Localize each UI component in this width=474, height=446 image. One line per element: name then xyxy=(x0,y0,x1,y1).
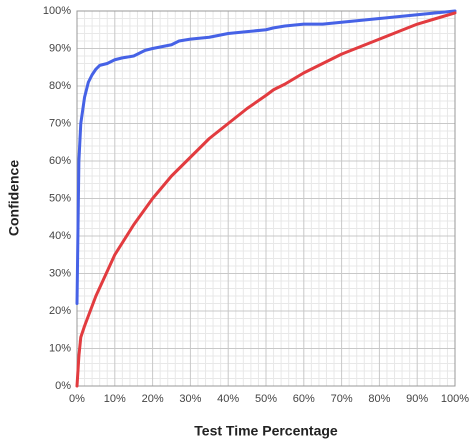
series-line xyxy=(75,9,457,305)
x-tick-label: 80% xyxy=(368,393,390,405)
y-tick-label: 50% xyxy=(49,192,71,204)
y-tick-label: 100% xyxy=(43,5,71,17)
y-tick-label: 70% xyxy=(49,117,71,129)
y-axis-title: Confidence xyxy=(6,160,22,236)
x-tick-label: 20% xyxy=(142,393,164,405)
series-line xyxy=(75,11,457,388)
y-tick-label: 0% xyxy=(55,380,71,392)
y-tick-label: 40% xyxy=(49,230,71,242)
y-tick-label: 60% xyxy=(49,155,71,167)
x-tick-label: 30% xyxy=(179,393,201,405)
x-tick-label: 100% xyxy=(441,393,469,405)
x-tick-label: 10% xyxy=(104,393,126,405)
x-tick-label: 70% xyxy=(331,393,353,405)
x-tick-label: 40% xyxy=(217,393,239,405)
x-tick-label: 90% xyxy=(406,393,428,405)
x-axis-title: Test Time Percentage xyxy=(194,423,338,439)
x-tick-label: 50% xyxy=(255,393,277,405)
x-tick-label: 0% xyxy=(69,393,85,405)
y-tick-label: 10% xyxy=(49,342,71,354)
y-tick-label: 30% xyxy=(49,267,71,279)
y-tick-label: 90% xyxy=(49,42,71,54)
y-tick-label: 80% xyxy=(49,80,71,92)
x-tick-label: 60% xyxy=(293,393,315,405)
y-tick-label: 20% xyxy=(49,305,71,317)
